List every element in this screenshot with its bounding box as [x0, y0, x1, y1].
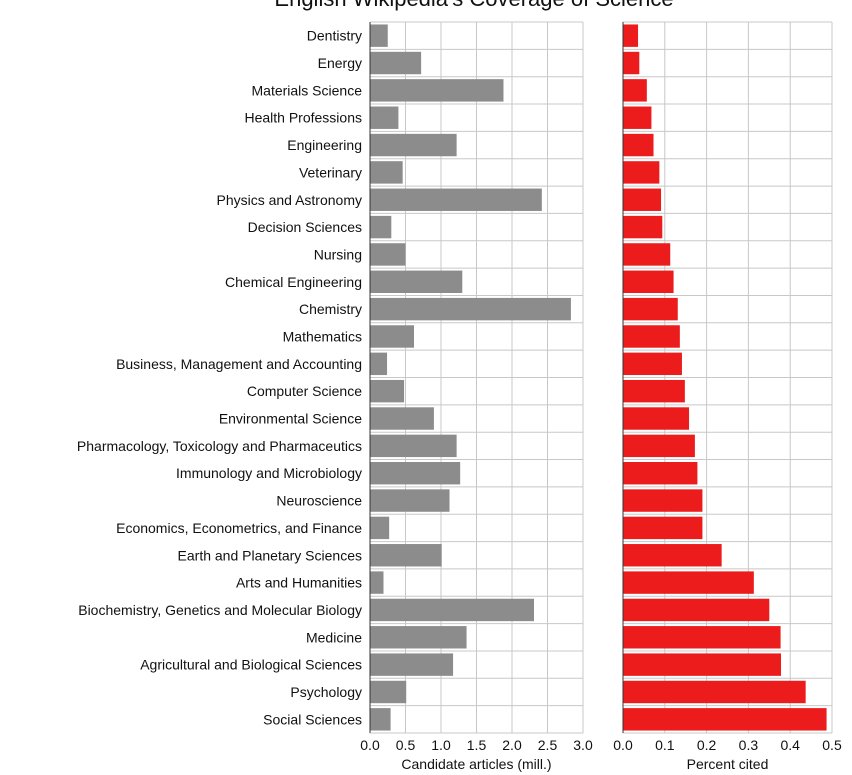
candidate-bar: [370, 516, 390, 540]
cited-bar: [623, 51, 640, 75]
candidate-bar: [370, 352, 388, 376]
cited-bar: [623, 407, 690, 430]
category-label: Business, Management and Accounting: [116, 356, 362, 372]
candidate-bar: [370, 133, 457, 157]
cited-bar: [623, 325, 680, 348]
category-label: Engineering: [287, 137, 362, 153]
cited-bar: [623, 161, 660, 184]
candidate-bar: [370, 270, 463, 294]
candidate-bar: [370, 243, 406, 266]
right-panel-percent-cited: 0.0 0.1 0.2 0.3 0.4 0.5 Percent cited: [613, 21, 842, 772]
candidate-bar: [370, 24, 388, 47]
category-label: Pharmacology, Toxicology and Pharmaceuti…: [77, 438, 362, 454]
cited-x-axis-title: Percent cited: [687, 756, 769, 772]
candidate-bar: [370, 188, 542, 211]
category-label: Energy: [318, 55, 362, 71]
candidate-bar: [370, 461, 461, 485]
cited-bar: [623, 243, 671, 266]
cited-bar: [623, 270, 674, 294]
candidate-bar: [370, 626, 467, 649]
category-label: Social Sciences: [263, 711, 362, 727]
cited-bar: [623, 379, 685, 403]
cited-bar: [623, 708, 827, 731]
cited-bar: [623, 598, 770, 622]
category-label: Earth and Planetary Sciences: [178, 547, 362, 563]
category-label: Biochemistry, Genetics and Molecular Bio…: [78, 602, 362, 618]
category-label: Chemical Engineering: [225, 274, 362, 290]
candidate-bar: [370, 106, 399, 129]
category-label: Environmental Science: [219, 411, 362, 427]
candidate-x-tick-label: 3.0: [573, 737, 593, 753]
cited-bar: [623, 544, 722, 567]
candidate-x-tick-label: 1.5: [467, 737, 487, 753]
cited-x-tick-label: 0.4: [780, 737, 800, 753]
candidate-bar: [370, 571, 384, 594]
candidate-bar: [370, 379, 405, 403]
category-label: Arts and Humanities: [236, 575, 362, 591]
cited-bar: [623, 79, 647, 102]
cited-bar: [623, 489, 703, 512]
candidate-bar: [370, 215, 392, 239]
cited-bar: [623, 571, 754, 594]
category-label: Neuroscience: [276, 493, 362, 509]
cited-bar: [623, 626, 781, 649]
candidate-bar: [370, 79, 504, 102]
category-label: Chemistry: [299, 301, 362, 317]
cited-bar: [623, 188, 662, 211]
cited-bar: [623, 352, 682, 376]
category-label: Psychology: [290, 684, 362, 700]
category-label: Materials Science: [252, 82, 363, 98]
category-label: Nursing: [314, 246, 362, 262]
cited-bar: [623, 215, 663, 239]
candidate-x-tick-label: 0.5: [396, 737, 416, 753]
cited-bar: [623, 680, 806, 704]
cited-x-tick-label: 0.1: [655, 737, 675, 753]
candidate-bar: [370, 51, 422, 75]
category-label: Medicine: [306, 629, 362, 645]
candidate-bar: [370, 544, 442, 567]
candidate-x-axis-title: Candidate articles (mill.): [401, 756, 551, 772]
cited-x-tick-label: 0.3: [739, 737, 759, 753]
cited-x-tick-label: 0.5: [822, 737, 842, 753]
chart-title: English Wikipedia's Coverage of Science: [274, 0, 673, 11]
cited-x-tick-label: 0.2: [697, 737, 717, 753]
category-label: Decision Sciences: [248, 219, 362, 235]
cited-bar: [623, 133, 654, 157]
candidate-bar: [370, 434, 457, 458]
cited-bar: [623, 24, 639, 47]
candidate-x-tick-label: 0.0: [360, 737, 380, 753]
category-label: Computer Science: [247, 383, 362, 399]
candidate-bar: [370, 708, 391, 731]
candidate-bar: [370, 489, 450, 512]
candidate-bar: [370, 598, 535, 622]
candidate-x-tick-label: 1.0: [431, 737, 451, 753]
candidate-x-tick-label: 2.0: [502, 737, 522, 753]
cited-bar: [623, 297, 678, 321]
category-label: Agricultural and Biological Sciences: [140, 657, 362, 673]
cited-bar: [623, 516, 703, 540]
category-label: Economics, Econometrics, and Finance: [116, 520, 362, 536]
category-label: Dentistry: [307, 28, 362, 44]
left-panel-candidate-articles: 0.0 0.5 1.0 1.5 2.0 2.5 3.0 Dentistry Energy Mate…: [77, 21, 593, 772]
category-label: Mathematics: [283, 328, 362, 344]
cited-bar: [623, 461, 698, 485]
cited-x-tick-label: 0.0: [613, 737, 633, 753]
cited-bar: [623, 434, 695, 458]
candidate-x-tick-label: 2.5: [538, 737, 558, 753]
category-label: Physics and Astronomy: [216, 192, 362, 208]
candidate-bar: [370, 325, 415, 348]
cited-bar: [623, 653, 782, 676]
cited-bar: [623, 106, 652, 129]
category-label: Immunology and Microbiology: [176, 465, 362, 481]
candidate-bar: [370, 407, 434, 430]
candidate-bar: [370, 297, 571, 321]
candidate-bar: [370, 680, 407, 704]
candidate-bar: [370, 161, 403, 184]
category-label: Veterinary: [299, 164, 362, 180]
candidate-bar: [370, 653, 454, 676]
category-label: Health Professions: [244, 110, 362, 126]
